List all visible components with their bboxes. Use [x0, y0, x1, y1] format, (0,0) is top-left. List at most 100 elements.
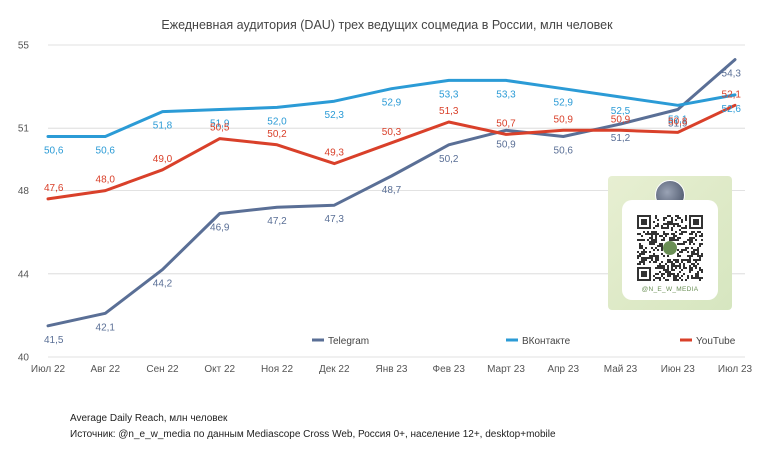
qr-module	[667, 215, 669, 217]
qr-module	[681, 279, 683, 281]
qr-module	[687, 259, 689, 261]
qr-module	[661, 253, 663, 255]
qr-module	[655, 225, 657, 227]
data-label: 52,6	[722, 104, 742, 115]
qr-module	[653, 241, 655, 243]
qr-module	[663, 273, 665, 275]
qr-module	[699, 235, 701, 237]
qr-module	[667, 279, 669, 281]
qr-module	[655, 259, 657, 261]
qr-module	[673, 239, 675, 241]
qr-module	[701, 235, 703, 237]
qr-module	[697, 255, 699, 257]
qr-module	[701, 255, 703, 257]
qr-module	[651, 231, 653, 233]
qr-module	[663, 223, 665, 225]
series-line-вконтакте	[46, 78, 737, 138]
qr-module	[681, 233, 683, 235]
qr-module	[679, 263, 681, 265]
qr-module	[657, 233, 659, 235]
qr-module	[695, 249, 697, 251]
qr-module	[665, 233, 667, 235]
qr-module	[685, 267, 687, 269]
qr-module	[683, 273, 685, 275]
qr-module	[689, 265, 691, 267]
qr-module	[669, 261, 671, 263]
qr-module	[689, 233, 691, 235]
qr-module	[661, 261, 663, 263]
qr-module	[679, 237, 681, 239]
qr-module	[637, 233, 639, 235]
data-label: 42,1	[96, 322, 116, 333]
qr-module	[699, 231, 701, 233]
qr-module	[699, 259, 701, 261]
qr-module	[691, 267, 693, 269]
qr-module	[643, 239, 645, 241]
data-label: 53,3	[496, 89, 516, 100]
qr-code-icon	[637, 215, 703, 281]
y-tick-label: 44	[18, 269, 30, 280]
data-label: 48,7	[382, 185, 402, 196]
data-label: 50,3	[382, 127, 402, 138]
qr-module	[675, 223, 677, 225]
qr-module	[663, 233, 665, 235]
data-label: 48,0	[96, 175, 116, 186]
qr-module	[681, 275, 683, 277]
x-tick-label: Июн 23	[661, 364, 696, 375]
y-axis: 40 44 48 51 55	[18, 41, 30, 364]
data-label: 44,2	[153, 279, 173, 290]
qr-module	[645, 233, 647, 235]
qr-module	[653, 275, 655, 277]
qr-module	[689, 269, 691, 271]
qr-card[interactable]: @N_E_W_MEDIA	[608, 176, 732, 310]
qr-module	[675, 219, 677, 221]
qr-module	[691, 253, 693, 255]
qr-module	[665, 217, 667, 219]
qr-module	[691, 239, 693, 241]
qr-module	[679, 251, 681, 253]
qr-module	[669, 223, 671, 225]
qr-module	[671, 239, 673, 241]
qr-module	[667, 259, 669, 261]
qr-module	[691, 263, 693, 265]
data-label: 50,6	[96, 146, 116, 157]
qr-module	[669, 239, 671, 241]
qr-module	[697, 231, 699, 233]
data-label: 50,9	[611, 114, 631, 125]
qr-module	[693, 249, 695, 251]
qr-module	[643, 257, 645, 259]
qr-module	[695, 253, 697, 255]
data-label: 50,8	[668, 116, 688, 127]
qr-module	[665, 269, 667, 271]
qr-module	[693, 231, 695, 233]
qr-module	[679, 243, 681, 245]
qr-module	[653, 233, 655, 235]
qr-finder-eye	[641, 271, 647, 277]
qr-module	[681, 219, 683, 221]
qr-module	[667, 275, 669, 277]
qr-module	[689, 239, 691, 241]
qr-module	[685, 231, 687, 233]
qr-module	[683, 267, 685, 269]
qr-module	[687, 261, 689, 263]
qr-module	[639, 261, 641, 263]
qr-finder-eye	[641, 219, 647, 225]
x-tick-label: Май 23	[604, 364, 638, 375]
footnote-metric: Average Daily Reach, млн человек	[70, 413, 228, 424]
qr-module	[679, 225, 681, 227]
qr-finder-eye	[693, 219, 699, 225]
qr-module	[659, 267, 661, 269]
qr-module	[691, 255, 693, 257]
qr-module	[657, 223, 659, 225]
qr-module	[681, 259, 683, 261]
data-label: 49,3	[325, 148, 345, 159]
qr-module	[673, 269, 675, 271]
qr-module	[685, 259, 687, 261]
qr-module	[687, 277, 689, 279]
qr-module	[679, 267, 681, 269]
qr-module	[671, 221, 673, 223]
qr-module	[641, 245, 643, 247]
qr-module	[677, 259, 679, 261]
qr-module	[653, 239, 655, 241]
qr-module	[677, 217, 679, 219]
